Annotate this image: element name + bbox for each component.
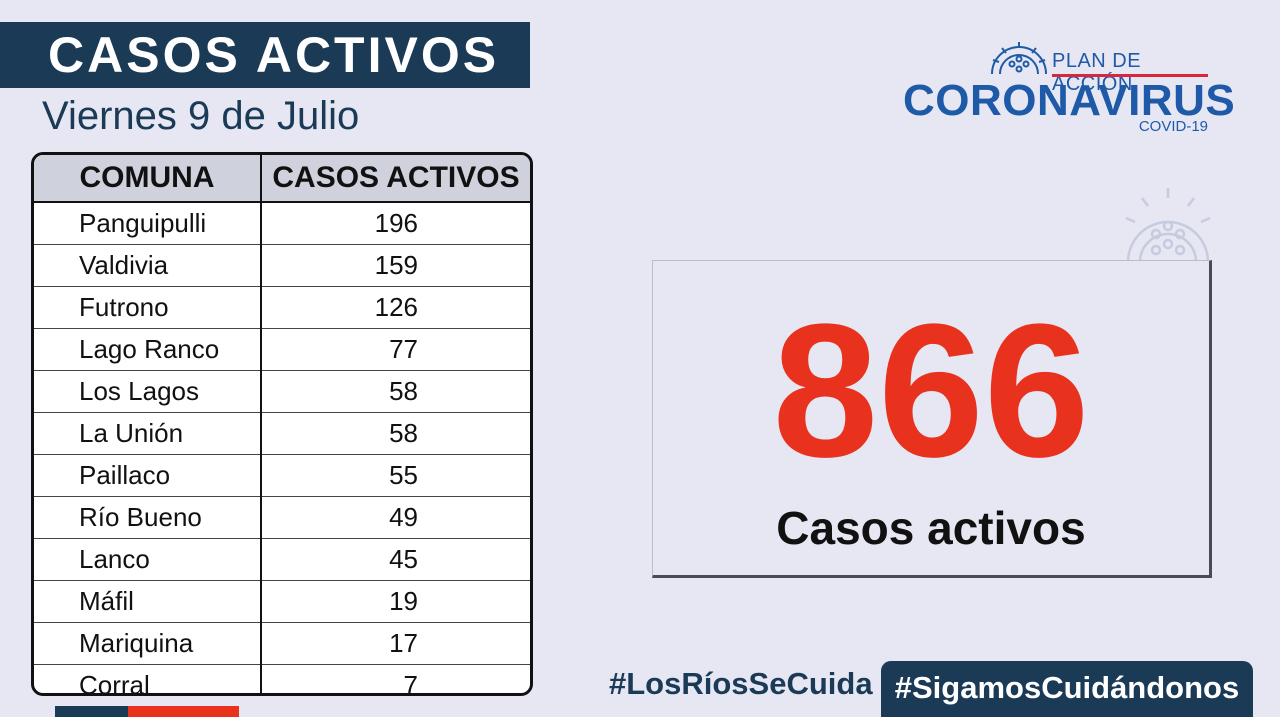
column-header-casos: CASOS ACTIVOS xyxy=(261,155,530,203)
table-row: Máfil 19 xyxy=(34,580,530,623)
comuna-cell: Río Bueno xyxy=(34,496,262,539)
report-date: Viernes 9 de Julio xyxy=(42,94,360,138)
comuna-cell: Lago Ranco xyxy=(34,328,262,371)
table-row: Panguipulli 196 xyxy=(34,202,530,245)
flag-stripe-blue xyxy=(55,706,128,717)
casos-cell: 7 xyxy=(403,670,418,696)
hashtag-sigamos: #SigamosCuidándonos xyxy=(881,661,1253,717)
comuna-cell: Máfil xyxy=(34,580,262,623)
comuna-cell: Corral xyxy=(34,664,262,693)
table-row: Valdivia 159 xyxy=(34,244,530,287)
casos-cell: 45 xyxy=(261,538,530,581)
total-cases-card: 866 Casos activos xyxy=(652,260,1212,578)
comuna-cell: Mariquina xyxy=(34,622,262,665)
casos-cell: 58 xyxy=(261,412,530,455)
total-cases-number: 866 xyxy=(772,285,1090,497)
casos-cell: 126 xyxy=(261,286,530,329)
logo-covid-text: COVID-19 xyxy=(1138,118,1208,135)
casos-cell: 17 xyxy=(261,622,530,665)
hashtag-los-rios: #LosRíosSeCuida xyxy=(609,666,873,701)
cases-table: COMUNA CASOS ACTIVOS Panguipulli 196 Vald… xyxy=(31,152,533,696)
flag-stripe-red xyxy=(128,706,239,717)
table-row: Los Lagos 58 xyxy=(34,370,530,413)
casos-cell: 55 xyxy=(261,454,530,497)
comuna-cell: Paillaco xyxy=(34,454,262,497)
comuna-cell: Lanco xyxy=(34,538,262,581)
total-cases-label: Casos activos xyxy=(776,502,1086,554)
table-row: Futrono 126 xyxy=(34,286,530,329)
table-row: Corral 7 xyxy=(34,664,530,696)
logo-plan-text: PLAN DE ACCIÓN xyxy=(1052,50,1142,95)
table-row: Lago Ranco 77 xyxy=(34,328,530,371)
comuna-cell: Futrono xyxy=(34,286,262,329)
casos-cell: 19 xyxy=(261,580,530,623)
table-header-row: COMUNA CASOS ACTIVOS xyxy=(34,155,530,203)
title-banner: CASOS ACTIVOS xyxy=(0,22,530,88)
logo-coronavirus-text: CORONAVIRUS xyxy=(903,76,1236,125)
casos-cell: 49 xyxy=(261,496,530,539)
column-header-comuna: COMUNA xyxy=(34,155,262,203)
casos-cell: 58 xyxy=(261,370,530,413)
page-title: CASOS ACTIVOS xyxy=(48,27,500,83)
comuna-cell: Valdivia xyxy=(34,244,262,287)
plan-coronavirus-logo: PLAN DE ACCIÓN CORONAVIRUS COVID-19 xyxy=(900,38,1235,138)
table-row: Mariquina 17 xyxy=(34,622,530,665)
virus-watermark-icon xyxy=(1120,186,1216,267)
table-row: La Unión 58 xyxy=(34,412,530,455)
casos-cell: 196 xyxy=(261,202,530,245)
logo-divider xyxy=(1052,74,1208,77)
comuna-cell: La Unión xyxy=(34,412,262,455)
casos-cell: 77 xyxy=(261,328,530,371)
comuna-cell: Panguipulli xyxy=(34,202,262,245)
table-row: Lanco 45 xyxy=(34,538,530,581)
casos-cell: 159 xyxy=(261,244,530,287)
table-row: Río Bueno 49 xyxy=(34,496,530,539)
table-row: Paillaco 55 xyxy=(34,454,530,497)
virus-icon xyxy=(988,40,1050,81)
comuna-cell: Los Lagos xyxy=(34,370,262,413)
